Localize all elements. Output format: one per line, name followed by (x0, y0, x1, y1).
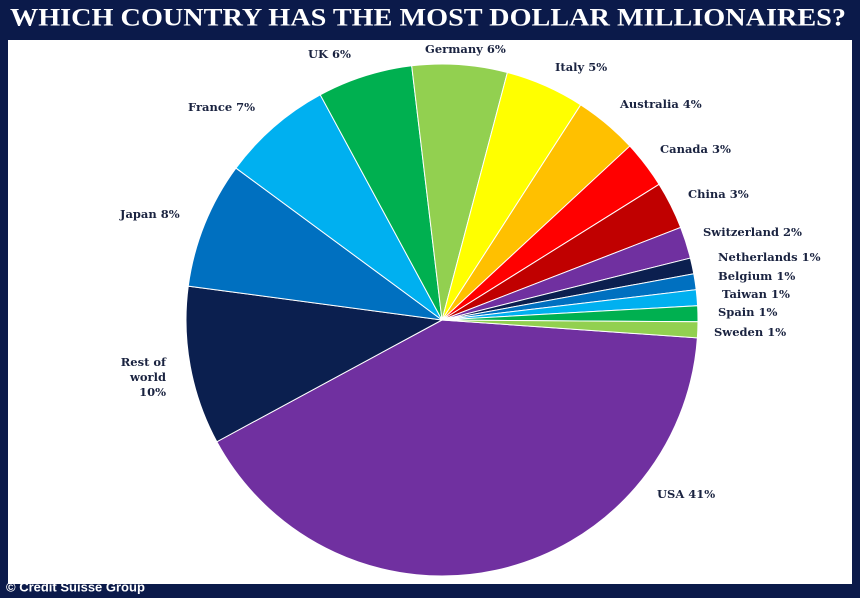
value-label: 1% (767, 325, 787, 339)
slice (441, 319, 699, 339)
slice-label: Belgium 1% (718, 269, 795, 284)
value-label: 1% (771, 287, 790, 301)
category-label: Netherlands (718, 250, 798, 264)
value-label: 4% (682, 97, 702, 111)
value-label: 6% (486, 42, 506, 56)
value-label: 3% (711, 142, 731, 156)
value-label: 7% (236, 100, 256, 114)
chart-title: WHICH COUNTRY HAS THE MOST DOLLAR MILLIO… (10, 5, 846, 32)
slice-label: Netherlands 1% (718, 250, 821, 265)
slice-label: Spain 1% (718, 305, 777, 320)
value-label: 1% (801, 250, 821, 264)
slice-label: Italy 5% (555, 60, 607, 75)
slice (216, 319, 698, 577)
category-label: Japan (120, 207, 157, 221)
value-label: 2% (783, 225, 802, 239)
value-label: 1% (758, 305, 778, 319)
slice (185, 285, 444, 443)
category-label: Spain (718, 305, 755, 319)
slice-label: Germany 6% (425, 42, 506, 57)
value-label: 1% (776, 269, 796, 283)
category-label: Australia (620, 97, 679, 111)
category-label: Taiwan (722, 287, 767, 301)
pie (185, 63, 699, 577)
category-label: Germany (425, 42, 483, 56)
slice-label: France 7% (188, 100, 255, 115)
category-label: Canada (660, 142, 708, 156)
slice-label: Sweden 1% (714, 325, 786, 340)
value-label: 5% (588, 60, 608, 74)
value-label: 41% (688, 487, 716, 501)
value-label: 10% (139, 385, 166, 399)
source: © Credit Suisse Group (6, 579, 145, 594)
category-label: USA (657, 487, 685, 501)
value-label: 8% (160, 207, 180, 221)
category-label: Sweden (714, 325, 764, 339)
category-label: Italy (555, 60, 585, 74)
value-label: 3% (729, 187, 749, 201)
category-label: France (188, 100, 233, 114)
slice-label: Switzerland 2% (703, 225, 802, 240)
slice-label: Australia 4% (620, 97, 702, 112)
category-label: China (688, 187, 726, 201)
slice-label: China 3% (688, 187, 749, 202)
slice (235, 94, 443, 321)
slice-label: UK 6% (308, 47, 351, 62)
value-label: 6% (332, 47, 351, 61)
slice-label: Rest of world 10% (100, 355, 166, 400)
slice-label: USA 41% (657, 487, 715, 502)
slice (187, 167, 443, 321)
category-label: Rest of world (120, 355, 166, 384)
category-label: UK (308, 47, 329, 61)
slice-label: Canada 3% (660, 142, 731, 157)
slice-label: Taiwan 1% (722, 287, 790, 302)
category-label: Switzerland (703, 225, 780, 239)
category-label: Belgium (718, 269, 773, 283)
slice-label: Japan 8% (120, 207, 180, 222)
